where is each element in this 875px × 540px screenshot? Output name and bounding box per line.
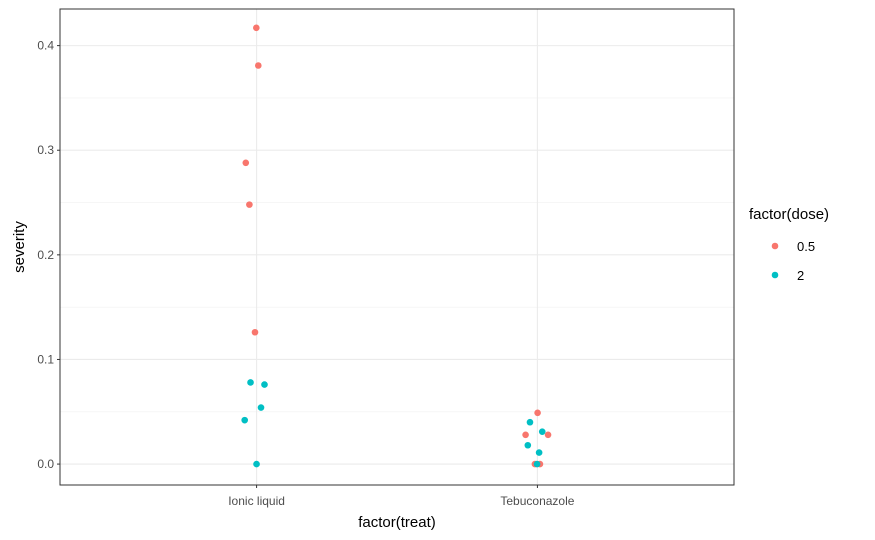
y-axis-ticks: 0.0 0.1 0.2 0.3 0.4 [37, 39, 60, 471]
data-point [253, 460, 260, 468]
data-point [261, 381, 268, 388]
y-tick-label: 0.4 [37, 39, 54, 53]
y-tick-label: 0.1 [37, 352, 54, 366]
data-point [544, 431, 552, 439]
data-point [251, 328, 259, 336]
y-axis-title: severity [11, 221, 28, 273]
legend: factor(dose) 0.52 [749, 206, 829, 283]
data-point [533, 460, 541, 468]
data-point [535, 449, 543, 456]
data-point [526, 418, 534, 426]
x-axis-title: factor(treat) [358, 514, 436, 531]
legend-label: 2 [797, 268, 804, 283]
x-tick-label: Tebuconazole [500, 494, 574, 508]
legend-key [771, 271, 779, 279]
data-point [242, 159, 250, 167]
data-point [257, 404, 265, 411]
legend-label: 0.5 [797, 239, 815, 254]
data-point [246, 201, 253, 208]
data-points [241, 24, 552, 468]
x-tick-label: Ionic liquid [228, 494, 285, 508]
data-point [538, 428, 546, 435]
legend-items: 0.52 [771, 239, 815, 283]
panel-background [60, 9, 734, 485]
y-tick-label: 0.2 [37, 248, 54, 262]
grid-minor [60, 97, 734, 413]
data-point [254, 62, 262, 69]
data-point [241, 416, 248, 424]
data-point [524, 441, 532, 449]
data-point [522, 431, 529, 439]
legend-title: factor(dose) [749, 206, 829, 223]
data-point [253, 24, 260, 32]
data-point [247, 379, 254, 386]
data-point [534, 409, 541, 417]
y-tick-label: 0.0 [37, 457, 54, 471]
panel-border [59, 8, 735, 486]
legend-key [771, 242, 779, 250]
x-axis-ticks: Ionic liquid Tebuconazole [228, 485, 575, 508]
grid-major [60, 9, 734, 485]
y-tick-label: 0.3 [37, 143, 54, 157]
